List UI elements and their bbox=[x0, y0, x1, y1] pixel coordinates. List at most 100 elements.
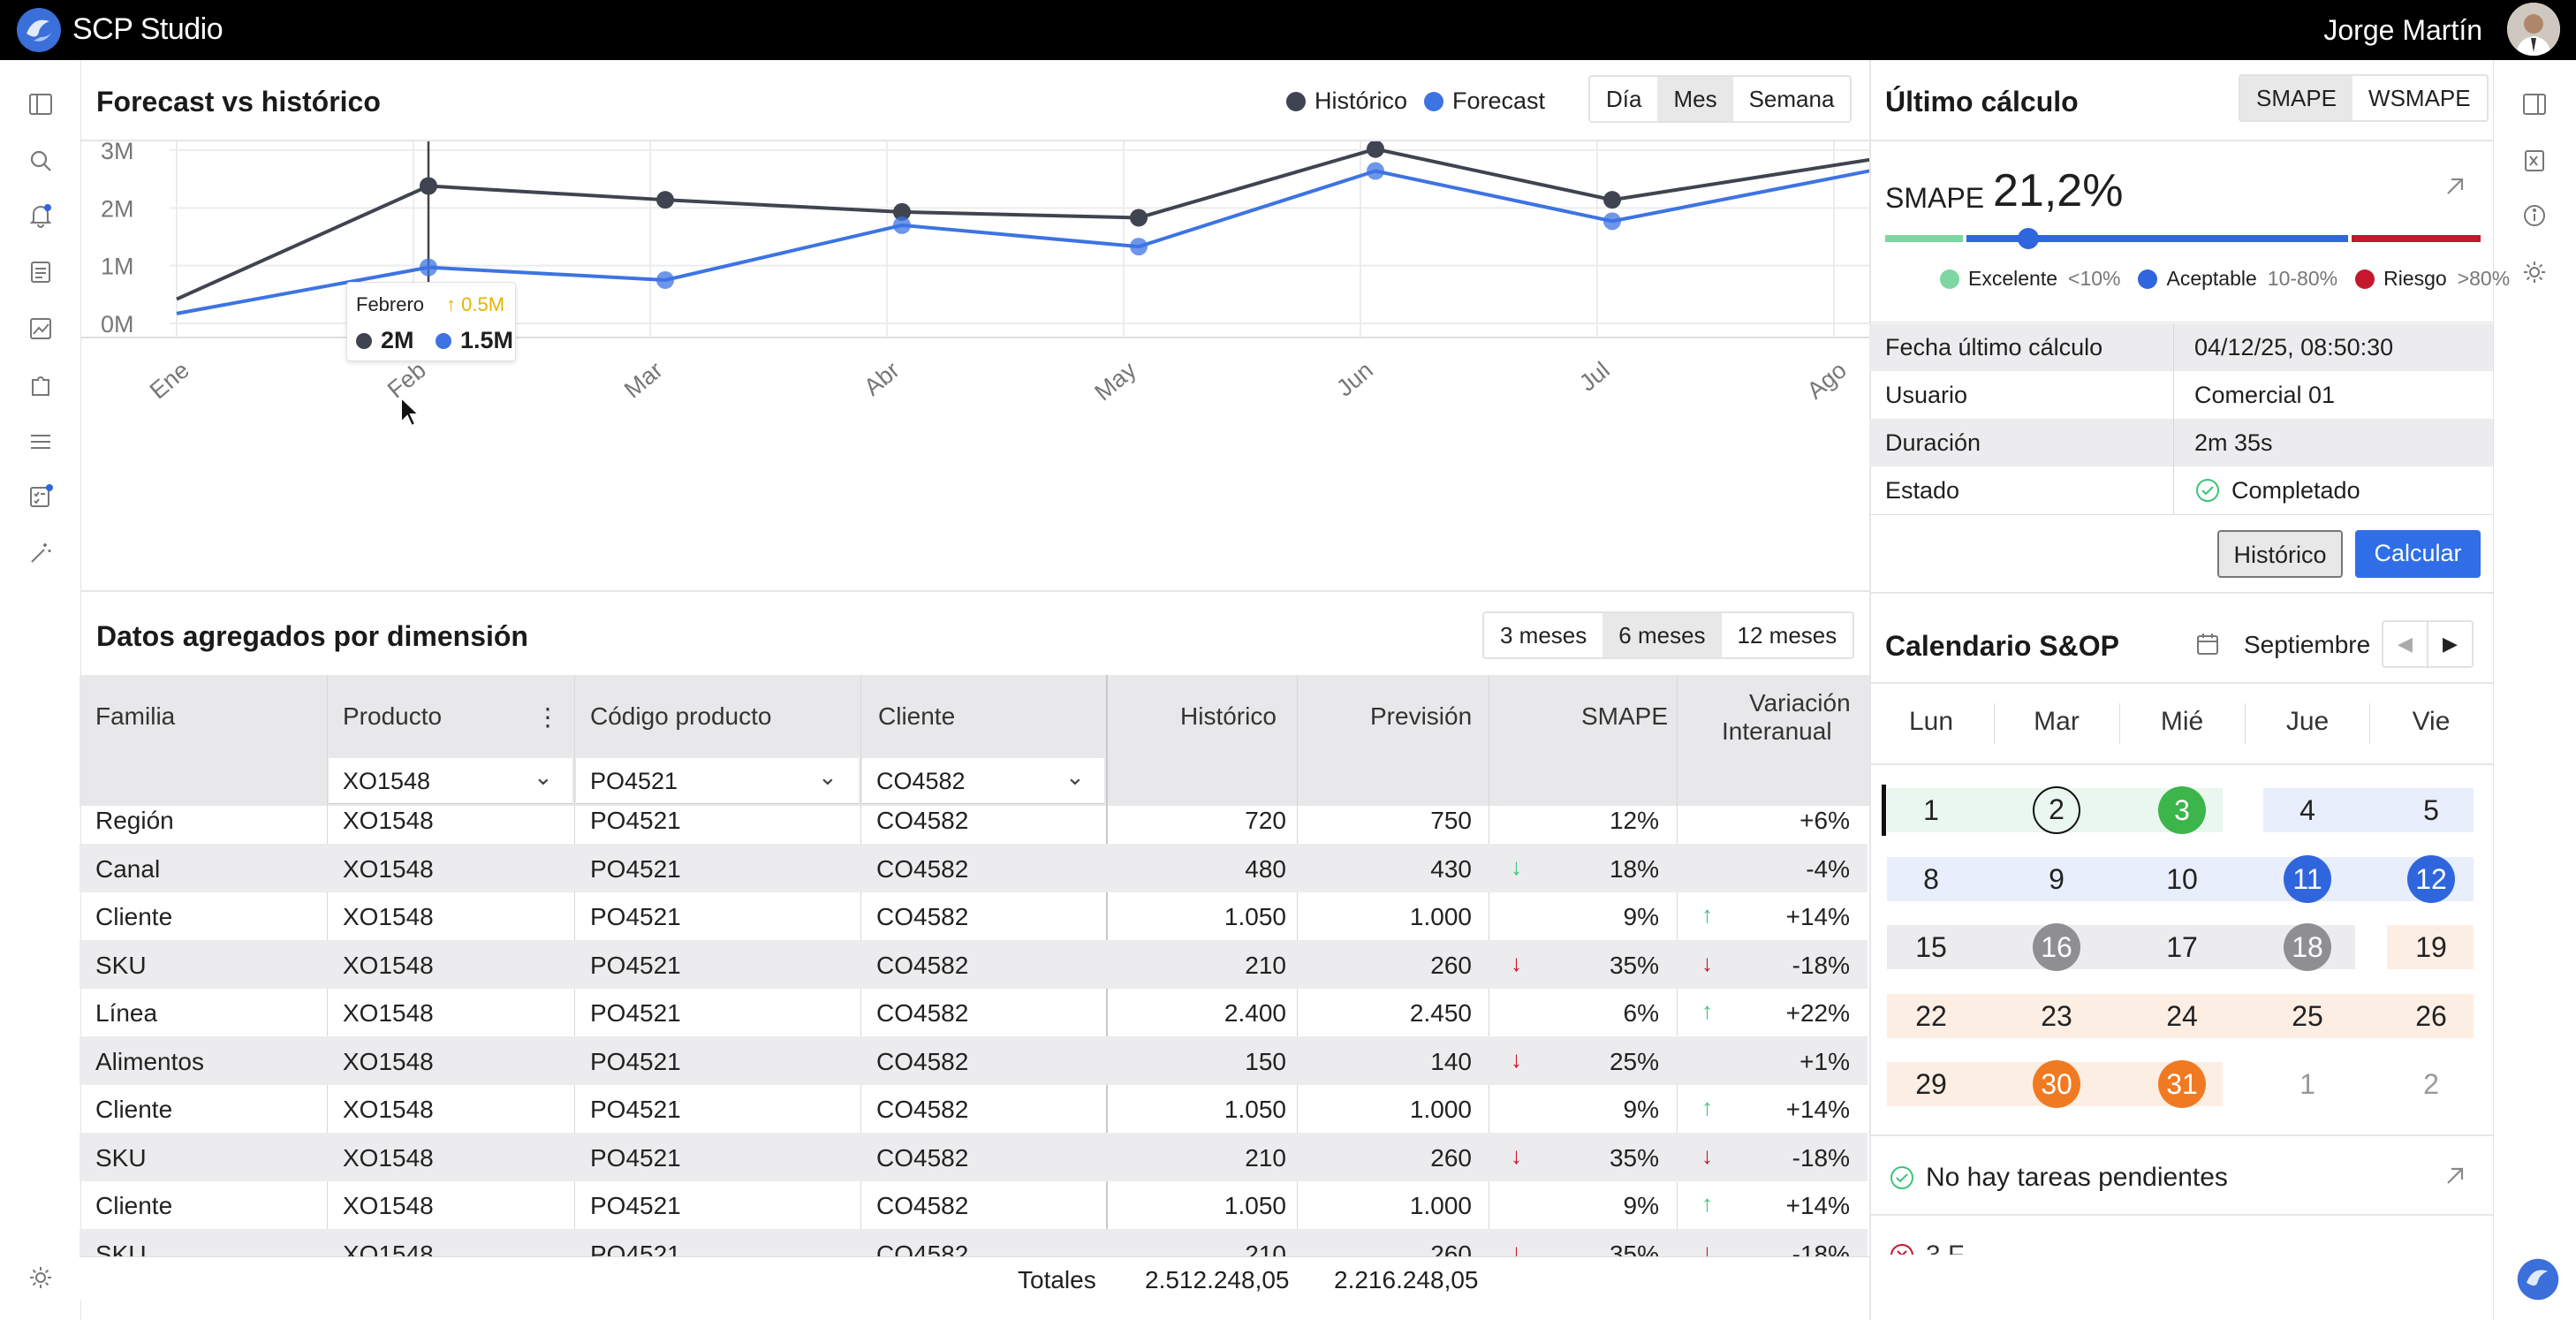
filter-producto[interactable]: XO1548 ⌄ bbox=[329, 758, 572, 804]
calendar-day[interactable]: 23 bbox=[2041, 999, 2072, 1032]
calendar-day[interactable]: 2 bbox=[2423, 1068, 2439, 1100]
cell-producto: XO1548 bbox=[343, 999, 434, 1027]
filter-codigo-producto[interactable]: PO4521 ⌄ bbox=[576, 758, 859, 804]
info-icon[interactable] bbox=[2520, 201, 2549, 230]
cell-variacion: -18% bbox=[1792, 1240, 1850, 1257]
calendar-day[interactable]: 8 bbox=[1923, 862, 1939, 895]
settings-icon[interactable] bbox=[2520, 258, 2549, 286]
calendar-day[interactable]: 10 bbox=[2166, 862, 2198, 895]
tab-wsmape[interactable]: WSMAPE bbox=[2368, 85, 2471, 111]
calendar-day[interactable]: 26 bbox=[2415, 999, 2447, 1032]
cell-smape: 18% bbox=[1609, 854, 1659, 883]
calendar-day[interactable]: 25 bbox=[2292, 999, 2323, 1032]
calendar-day[interactable]: 31 bbox=[2158, 1060, 2206, 1108]
calendar-day[interactable]: 16 bbox=[2033, 923, 2080, 971]
calendar-day[interactable]: 29 bbox=[1915, 1068, 1947, 1100]
smape-trend-icon: ↓ bbox=[1511, 1045, 1522, 1073]
col-cliente[interactable]: Cliente bbox=[878, 702, 956, 730]
calendar-day[interactable]: 11 bbox=[2284, 854, 2331, 903]
prev-month-icon[interactable]: ◀ bbox=[2383, 622, 2428, 666]
cell-familia: SKU bbox=[95, 951, 147, 979]
document-icon[interactable] bbox=[27, 258, 55, 286]
calendar-day[interactable]: 2 bbox=[2033, 786, 2080, 834]
calendar-day[interactable]: 30 bbox=[2033, 1060, 2080, 1108]
list-icon[interactable] bbox=[27, 428, 55, 456]
period-month[interactable]: Mes bbox=[1657, 77, 1733, 121]
cell-smape: 12% bbox=[1609, 807, 1659, 834]
table-row[interactable]: Cliente XO1548 PO4521 CO4582 1.050 1.000 9% ↑ +1… bbox=[80, 1084, 1868, 1133]
calendar-day[interactable]: 19 bbox=[2415, 931, 2447, 963]
col-variacion[interactable]: Variación bbox=[1749, 689, 1851, 717]
cell-familia: Cliente bbox=[95, 1096, 173, 1123]
calendar-day[interactable]: 4 bbox=[2299, 794, 2315, 826]
cell-producto: XO1548 bbox=[343, 1240, 434, 1257]
gauge-legend: Excelente <10% Aceptable 10-80% Riesgo >80% bbox=[1940, 267, 2510, 291]
expand-arrow-icon[interactable] bbox=[2443, 175, 2466, 198]
table-row[interactable]: Alimentos XO1548 PO4521 CO4582 150 140 ↓ 25% +1% bbox=[80, 1036, 1868, 1085]
panel-toggle-icon[interactable] bbox=[2520, 90, 2549, 118]
table-row[interactable]: SKU XO1548 PO4521 CO4582 210 260 ↓ 35% ↓ -18% bbox=[80, 939, 1868, 989]
cell-historico: 210 bbox=[1245, 1143, 1286, 1172]
calendar-month[interactable]: Septiembre bbox=[2244, 631, 2371, 658]
calendar-day[interactable]: 9 bbox=[2049, 862, 2065, 895]
range-6-months[interactable]: 6 meses bbox=[1602, 613, 1722, 657]
filter-cliente[interactable]: CO4582 ⌄ bbox=[862, 758, 1104, 804]
col-historico[interactable]: Histórico bbox=[1180, 702, 1277, 730]
calendar-day[interactable]: 24 bbox=[2166, 999, 2198, 1032]
calendar-day[interactable]: 22 bbox=[1915, 999, 1947, 1032]
next-task-item[interactable]: 3 F… … bbox=[1869, 1216, 2493, 1255]
table-title: Datos agregados por dimensión bbox=[96, 620, 528, 652]
sidebar-toggle-icon[interactable] bbox=[27, 90, 55, 118]
magic-wand-icon[interactable] bbox=[27, 539, 55, 567]
search-icon[interactable] bbox=[27, 147, 55, 175]
history-button[interactable]: Histórico bbox=[2217, 530, 2343, 578]
table-row[interactable]: SKU XO1548 PO4521 CO4582 210 260 ↓ 35% ↓ -18% bbox=[80, 1228, 1868, 1257]
period-day[interactable]: Día bbox=[1606, 86, 1642, 112]
table-row[interactable]: SKU XO1548 PO4521 CO4582 210 260 ↓ 35% ↓ -18% bbox=[80, 1132, 1868, 1181]
tab-smape[interactable]: SMAPE bbox=[2240, 76, 2353, 120]
settings-gear-icon[interactable] bbox=[27, 1263, 55, 1292]
cell-historico: 1.050 bbox=[1224, 903, 1286, 930]
table-row[interactable]: Cliente XO1548 PO4521 CO4582 1.050 1.000 9% ↑ +1… bbox=[80, 1180, 1868, 1229]
notification-bell-icon[interactable] bbox=[27, 201, 55, 230]
calculate-button[interactable]: Calcular bbox=[2355, 530, 2481, 578]
cell-producto: XO1548 bbox=[343, 1047, 434, 1075]
cell-variacion: +14% bbox=[1785, 1096, 1850, 1123]
puzzle-icon[interactable] bbox=[27, 371, 55, 399]
calendar-day[interactable]: 1 bbox=[1923, 794, 1939, 826]
legend-historico[interactable]: Histórico bbox=[1286, 87, 1407, 115]
calendar-icon[interactable] bbox=[2194, 631, 2221, 657]
next-task-text: 3 F… … bbox=[1926, 1240, 2025, 1255]
table-row[interactable]: Canal XO1548 PO4521 CO4582 480 430 ↓ 18% -4% bbox=[80, 843, 1868, 892]
table-row[interactable]: Línea XO1548 PO4521 CO4582 2.400 2.450 6% ↑ +22% bbox=[80, 988, 1868, 1036]
table-row[interactable]: Cliente XO1548 PO4521 CO4582 1.050 1.000 9% ↑ +1… bbox=[80, 891, 1868, 940]
user-name[interactable]: Jorge Martín bbox=[2323, 14, 2482, 46]
col-familia[interactable]: Familia bbox=[95, 702, 176, 730]
table-row[interactable]: Región XO1548 PO4521 CO4582 720 750 12% +6% bbox=[80, 806, 1868, 844]
col-smape[interactable]: SMAPE bbox=[1581, 702, 1669, 730]
column-menu-icon[interactable]: ⋮ bbox=[535, 703, 560, 731]
cell-familia: Alimentos bbox=[95, 1047, 204, 1075]
col-prevision[interactable]: Previsión bbox=[1370, 702, 1473, 730]
range-3-months[interactable]: 3 meses bbox=[1500, 622, 1587, 649]
checklist-icon[interactable] bbox=[27, 482, 55, 511]
col-codigo-producto[interactable]: Código producto bbox=[590, 702, 772, 730]
col-producto[interactable]: Producto bbox=[343, 702, 443, 730]
range-12-months[interactable]: 12 meses bbox=[1737, 622, 1837, 649]
legend-forecast[interactable]: Forecast bbox=[1424, 87, 1545, 115]
expand-arrow-icon[interactable] bbox=[2443, 1164, 2466, 1187]
calendar-day[interactable]: 1 bbox=[2299, 1068, 2315, 1100]
calendar-day[interactable]: 15 bbox=[1915, 931, 1947, 963]
calendar-day[interactable]: 3 bbox=[2158, 786, 2206, 834]
calendar-day[interactable]: 12 bbox=[2407, 854, 2455, 903]
avatar[interactable] bbox=[2507, 3, 2560, 56]
next-month-icon[interactable]: ▶ bbox=[2443, 633, 2458, 655]
calendar-day[interactable]: 5 bbox=[2423, 794, 2439, 826]
period-week[interactable]: Semana bbox=[1748, 86, 1835, 112]
calendar-day[interactable]: 18 bbox=[2284, 923, 2331, 971]
period-toggle: Día Mes Semana bbox=[1588, 75, 1852, 123]
excel-export-icon[interactable] bbox=[2520, 147, 2549, 175]
calendar-day[interactable]: 17 bbox=[2166, 931, 2198, 963]
assistant-logo-icon[interactable] bbox=[2515, 1256, 2561, 1302]
trend-chart-icon[interactable] bbox=[27, 315, 55, 343]
